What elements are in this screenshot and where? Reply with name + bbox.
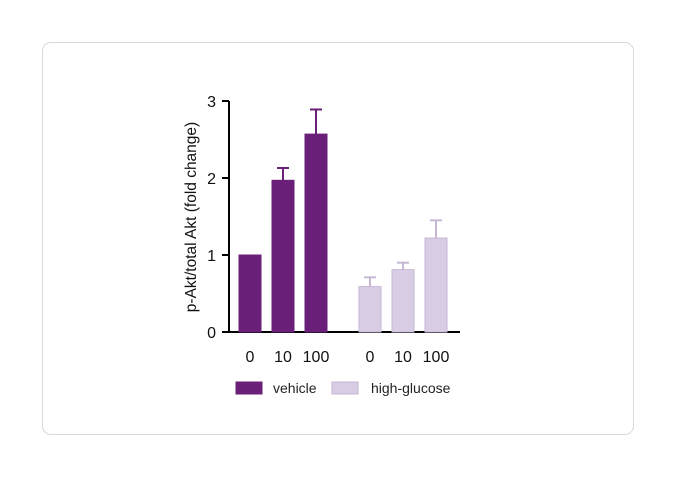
bar-vehicle-0	[238, 254, 262, 333]
x-tick-label: 0	[246, 349, 255, 366]
chart-card	[42, 42, 634, 435]
legend-swatch-vehicle	[235, 381, 263, 395]
legend-swatch-high-glucose	[331, 381, 359, 395]
y-tick-label: 2	[207, 171, 216, 188]
y-tick-label: 0	[207, 325, 216, 342]
legend-label-vehicle: vehicle	[273, 380, 317, 396]
x-tick-label: 10	[274, 349, 292, 366]
legend: vehicle high-glucose	[235, 380, 451, 396]
y-tick-label: 3	[207, 94, 216, 111]
bar-high-glucose-0	[358, 286, 382, 333]
x-tick-label: 10	[394, 349, 412, 366]
bar-high-glucose-10	[391, 269, 415, 333]
x-tick-label: 100	[423, 349, 450, 366]
bar-vehicle-100	[304, 133, 328, 333]
legend-label-high-glucose: high-glucose	[371, 380, 451, 396]
y-tick-label: 1	[207, 248, 216, 265]
plot-area: 0 1 2 3 0 10 100 0 10 100	[207, 94, 460, 366]
x-tick-label: 0	[366, 349, 375, 366]
y-axis-title: p-Akt/total Akt (fold change)	[183, 122, 200, 312]
bar-vehicle-10	[271, 179, 295, 333]
bar-high-glucose-100	[424, 237, 448, 333]
x-tick-label: 100	[303, 349, 330, 366]
